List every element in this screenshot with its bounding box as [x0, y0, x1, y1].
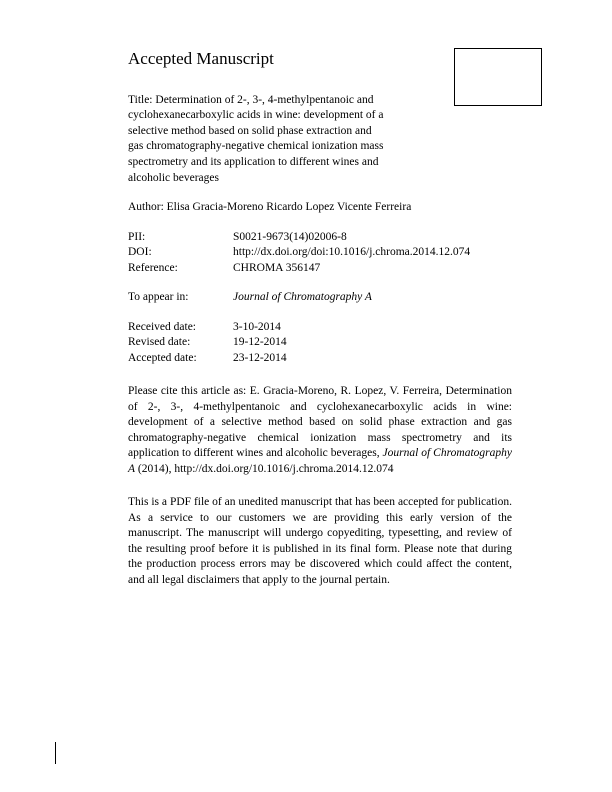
- journal-logo-placeholder: [454, 48, 542, 106]
- reference-label: Reference:: [128, 261, 233, 277]
- title-prefix: Title:: [128, 94, 155, 106]
- appear-row: To appear in: Journal of Chromatography …: [128, 290, 512, 306]
- received-value: 3-10-2014: [233, 320, 281, 336]
- reference-value: CHROMA 356147: [233, 261, 320, 277]
- pii-label: PII:: [128, 230, 233, 246]
- title-text: Determination of 2-, 3-, 4-methylpentano…: [128, 94, 383, 184]
- doi-label: DOI:: [128, 245, 233, 261]
- citation-block: Please cite this article as: E. Gracia-M…: [128, 384, 512, 477]
- meta-row-doi: DOI: http://dx.doi.org/doi:10.1016/j.chr…: [128, 245, 512, 261]
- pii-value: S0021-9673(14)02006-8: [233, 230, 347, 246]
- revised-row: Revised date: 19-12-2014: [128, 335, 512, 351]
- appear-block: To appear in: Journal of Chromatography …: [128, 290, 512, 306]
- title-block: Title: Determination of 2-, 3-, 4-methyl…: [128, 93, 388, 186]
- received-row: Received date: 3-10-2014: [128, 320, 512, 336]
- received-label: Received date:: [128, 320, 233, 336]
- appear-label: To appear in:: [128, 290, 233, 306]
- author-line: Author: Elisa Gracia-Moreno Ricardo Lope…: [128, 200, 512, 216]
- revised-label: Revised date:: [128, 335, 233, 351]
- accepted-row: Accepted date: 23-12-2014: [128, 351, 512, 367]
- dates-block: Received date: 3-10-2014 Revised date: 1…: [128, 320, 512, 367]
- meta-row-reference: Reference: CHROMA 356147: [128, 261, 512, 277]
- appear-value: Journal of Chromatography A: [233, 290, 372, 306]
- author-text: Elisa Gracia-Moreno Ricardo Lopez Vicent…: [167, 201, 412, 213]
- page-mark: [55, 742, 62, 764]
- citation-tail: (2014), http://dx.doi.org/10.1016/j.chro…: [135, 463, 394, 475]
- accepted-value: 23-12-2014: [233, 351, 287, 367]
- meta-table: PII: S0021-9673(14)02006-8 DOI: http://d…: [128, 230, 512, 277]
- author-prefix: Author:: [128, 201, 167, 213]
- disclaimer-block: This is a PDF file of an unedited manusc…: [128, 495, 512, 588]
- doi-link[interactable]: http://dx.doi.org/doi:10.1016/j.chroma.2…: [233, 245, 470, 261]
- revised-value: 19-12-2014: [233, 335, 287, 351]
- meta-row-pii: PII: S0021-9673(14)02006-8: [128, 230, 512, 246]
- accepted-label: Accepted date:: [128, 351, 233, 367]
